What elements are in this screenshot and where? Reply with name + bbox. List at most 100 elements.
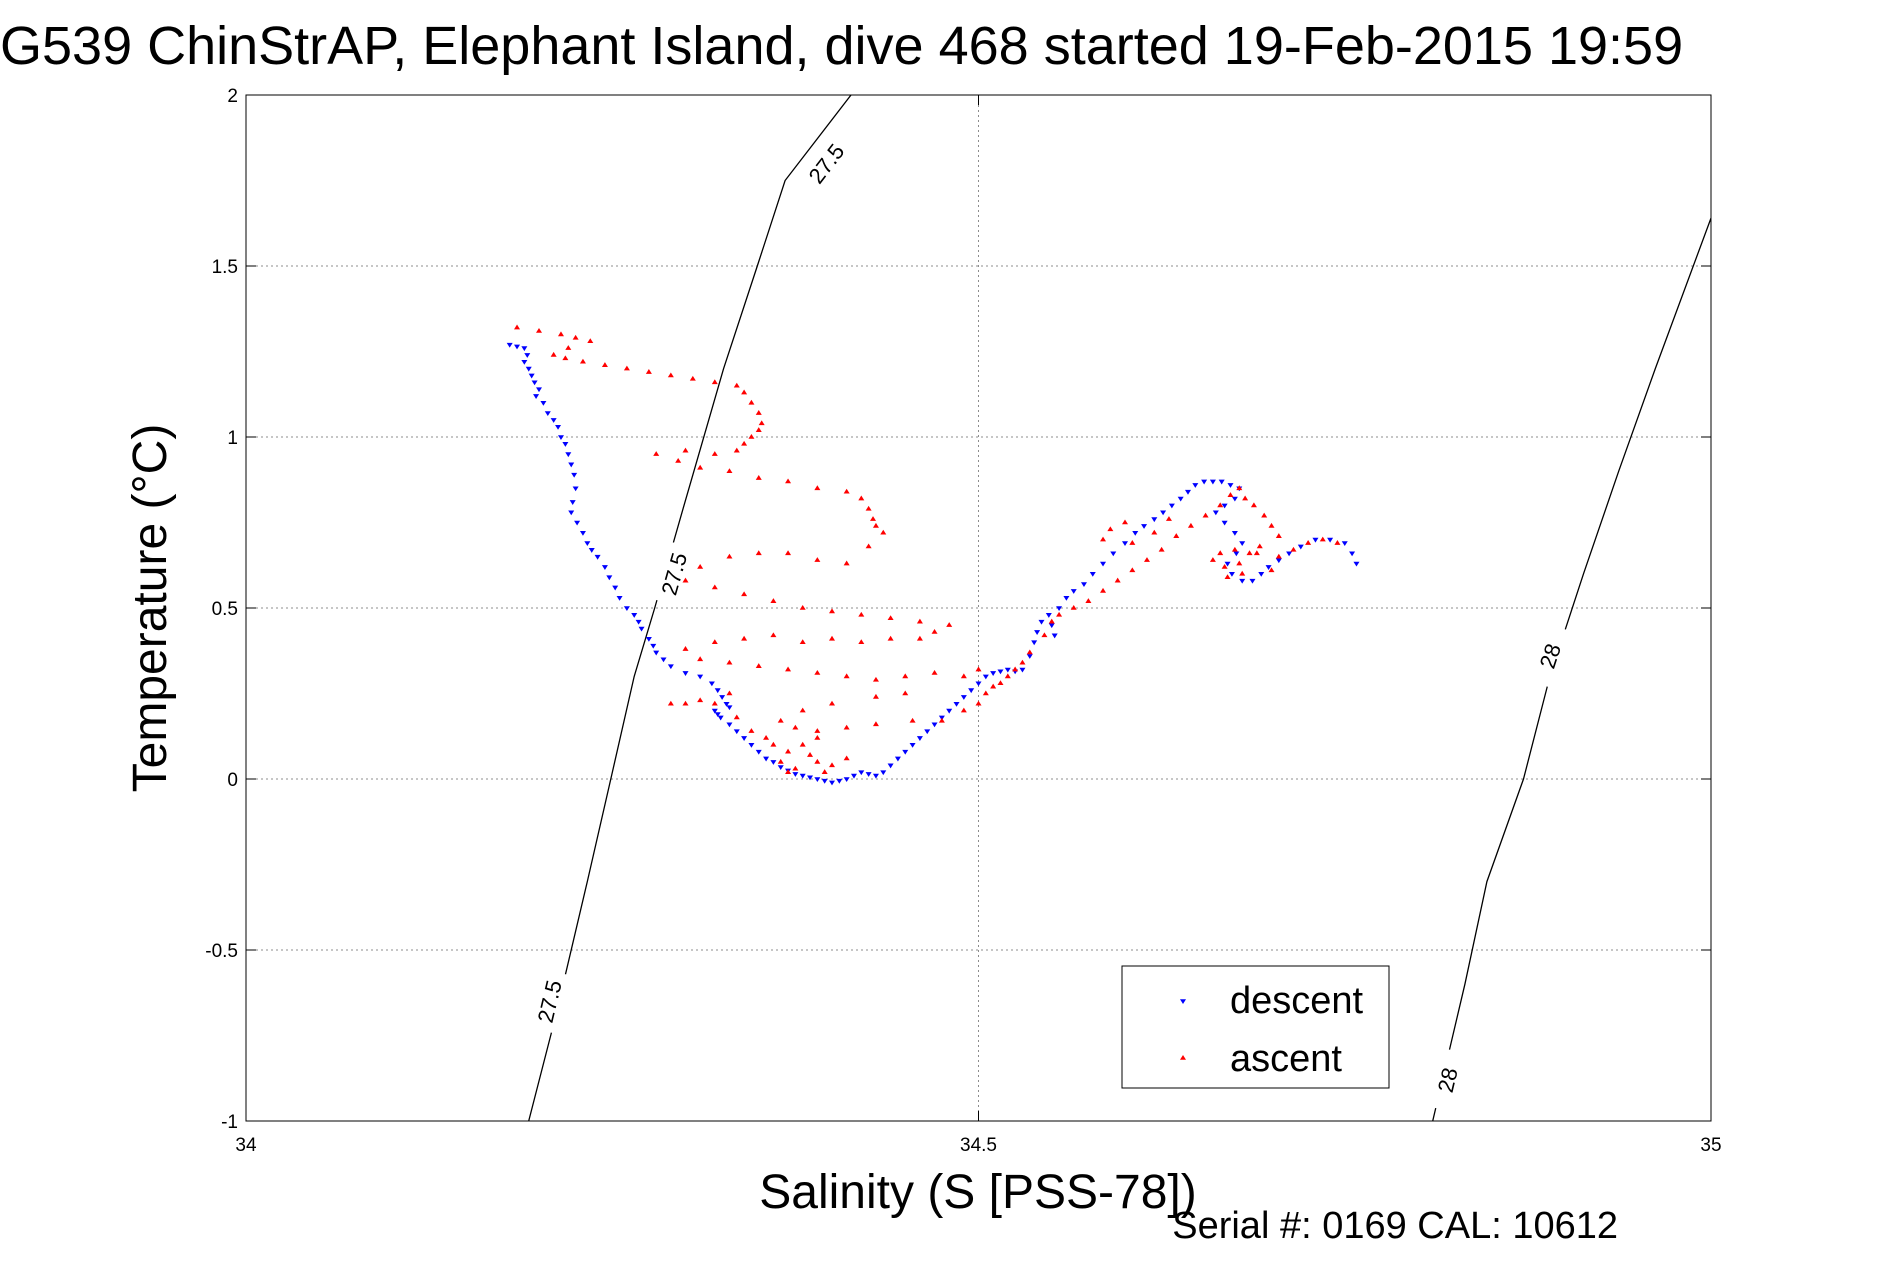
- serial-number-note: Serial #: 0169 CAL: 10612: [1172, 1205, 1618, 1247]
- descent-point: [719, 695, 726, 700]
- ascent-point: [726, 659, 733, 665]
- descent-point: [1192, 483, 1199, 488]
- descent-point: [924, 729, 931, 735]
- ascent-point: [1012, 666, 1019, 672]
- descent-point: [574, 520, 581, 526]
- ascent-point: [814, 669, 821, 675]
- ascent-point: [799, 707, 806, 713]
- ascent-point: [887, 635, 894, 641]
- ascent-point: [1187, 522, 1194, 528]
- legend-label-ascent: ascent: [1230, 1038, 1342, 1080]
- ascent-point: [741, 635, 748, 641]
- ascent-point: [1048, 618, 1055, 624]
- ascent-point: [821, 769, 828, 774]
- ascent-point: [1250, 502, 1257, 508]
- ascent-point: [733, 714, 740, 720]
- ascent-point: [682, 447, 689, 453]
- ascent-point: [1268, 522, 1275, 528]
- ascent-point: [557, 331, 564, 337]
- ascent-point: [667, 700, 674, 706]
- descent-point: [524, 353, 531, 358]
- descent-point: [1089, 572, 1096, 577]
- descent-point: [872, 773, 879, 779]
- descent-point: [650, 643, 657, 649]
- descent-point: [770, 760, 777, 765]
- ascent-point: [726, 468, 733, 473]
- descent-point: [550, 418, 557, 423]
- ascent-point: [880, 529, 887, 535]
- ascent-point: [1236, 560, 1243, 566]
- descent-point: [1221, 503, 1228, 509]
- descent-point: [1045, 613, 1052, 618]
- descent-point: [1063, 595, 1070, 601]
- descent-point: [697, 674, 704, 680]
- y-tick-label: 1.5: [212, 257, 238, 278]
- ascent-point: [748, 399, 755, 405]
- ascent-point: [931, 628, 938, 634]
- ascent-point: [711, 639, 718, 644]
- ascent-point: [711, 451, 718, 456]
- ascent-point: [938, 717, 945, 723]
- ascent-point: [1221, 563, 1228, 569]
- ascent-point: [814, 557, 821, 562]
- ascent-point: [1256, 543, 1263, 549]
- ascent-point: [829, 608, 835, 614]
- descent-point: [531, 380, 538, 386]
- descent-point: [1004, 667, 1011, 673]
- ascent-point: [814, 485, 821, 491]
- descent-point: [717, 715, 724, 721]
- ascent-point: [755, 427, 762, 432]
- descent-point: [555, 424, 562, 430]
- ascent-point: [792, 724, 799, 730]
- descent-point: [777, 765, 784, 771]
- legend-marker-descent: [1180, 999, 1186, 1004]
- ascent-series: [514, 324, 1341, 774]
- descent-point: [1227, 483, 1234, 488]
- descent-point: [755, 749, 762, 755]
- descent-point: [1141, 524, 1148, 529]
- descent-point: [708, 681, 715, 687]
- ascent-point: [799, 605, 806, 610]
- ascent-point: [755, 663, 762, 668]
- descent-point: [1132, 530, 1139, 536]
- ascent-point: [741, 389, 748, 395]
- ascent-point: [675, 457, 682, 463]
- descent-point: [792, 772, 799, 777]
- ascent-point: [1026, 649, 1033, 655]
- descent-point: [1019, 667, 1026, 673]
- ascent-point: [1085, 598, 1092, 603]
- descent-point: [990, 671, 997, 676]
- ascent-point: [1151, 529, 1158, 535]
- descent-point: [1100, 561, 1107, 567]
- descent-point: [1275, 558, 1282, 564]
- descent-point: [568, 462, 575, 468]
- ascent-point: [785, 769, 792, 774]
- legend-marker-ascent: [1180, 1055, 1186, 1060]
- ascent-point: [909, 717, 916, 723]
- ascent-point: [1217, 502, 1224, 508]
- descent-point: [569, 500, 576, 505]
- x-tick-label: 35: [1700, 1135, 1721, 1156]
- descent-point: [916, 736, 923, 741]
- contour-label-bg: [652, 541, 696, 607]
- ascent-point: [770, 632, 777, 638]
- ascent-point: [587, 338, 594, 344]
- ascent-point: [777, 717, 784, 723]
- ascent-point: [1122, 519, 1128, 525]
- descent-point: [909, 743, 916, 748]
- ascent-point: [1202, 512, 1209, 518]
- ascent-point: [653, 451, 660, 456]
- y-tick-label: 0: [227, 770, 238, 791]
- ascent-point: [572, 334, 579, 340]
- contour-label: 27.5: [656, 550, 692, 598]
- descent-point: [594, 554, 601, 560]
- chart-title: G539 ChinStrAP, Elephant Island, dive 46…: [0, 16, 1683, 76]
- ascent-point: [755, 550, 762, 556]
- descent-point: [1160, 510, 1167, 516]
- ascent-point: [1224, 574, 1231, 580]
- ascent-point: [975, 666, 982, 672]
- ascent-point: [748, 728, 755, 733]
- descent-point: [1209, 479, 1216, 485]
- ascent-point: [960, 707, 967, 713]
- x-tick-label: 34.5: [960, 1135, 997, 1156]
